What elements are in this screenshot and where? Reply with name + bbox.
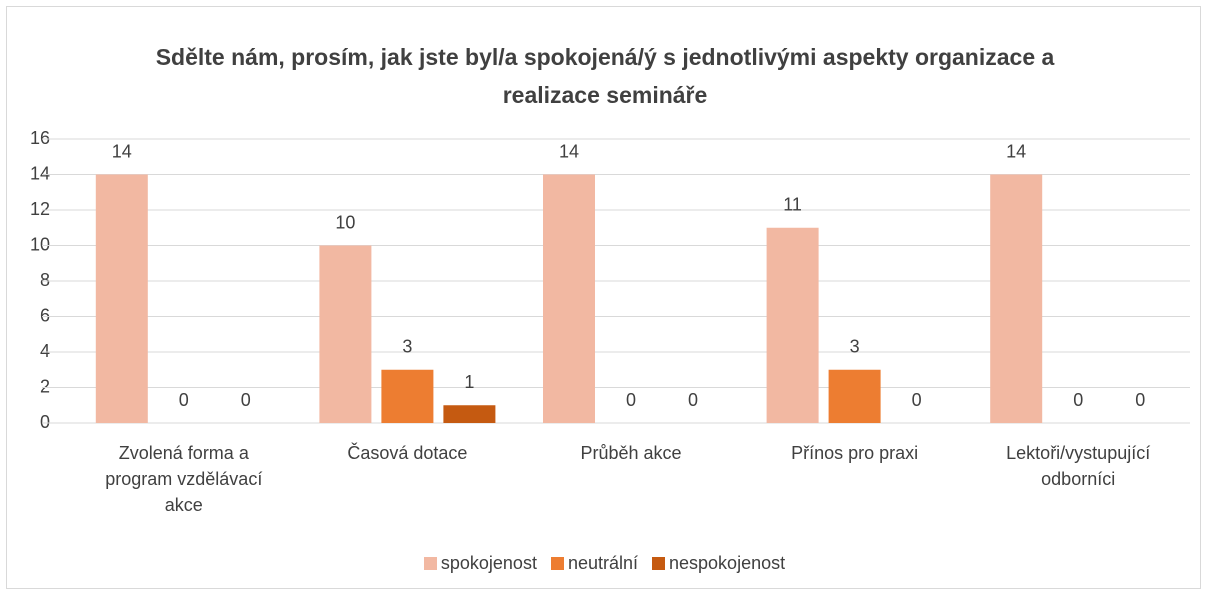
- legend-item: neutrální: [550, 553, 639, 574]
- bar: [319, 245, 372, 423]
- legend-label: spokojenost: [440, 553, 537, 573]
- legend-swatch: [550, 557, 564, 570]
- data-label: 14: [112, 141, 132, 161]
- y-tick-label: 0: [40, 412, 50, 432]
- bar: [828, 369, 881, 423]
- y-tick-label: 2: [40, 376, 50, 396]
- bar: [95, 174, 148, 423]
- y-tick-label: 14: [30, 163, 50, 183]
- data-label: 0: [1073, 390, 1083, 410]
- data-label: 14: [1006, 141, 1026, 161]
- data-label: 0: [626, 390, 636, 410]
- data-label: 3: [402, 337, 412, 357]
- bar: [990, 174, 1043, 423]
- y-tick-label: 16: [30, 128, 50, 148]
- data-label: 0: [912, 390, 922, 410]
- chart-title: Sdělte nám, prosím, jak jste byl/a spoko…: [155, 44, 1055, 108]
- y-tick-label: 8: [40, 270, 50, 290]
- x-tick-label: Lektoři/vystupující odborníci: [1006, 443, 1151, 489]
- y-tick-label: 10: [30, 234, 50, 254]
- data-label: 1: [464, 372, 474, 392]
- data-label: 11: [783, 195, 802, 215]
- bar: [381, 369, 434, 423]
- y-tick-label: 6: [40, 305, 50, 325]
- data-label: 14: [559, 141, 579, 161]
- x-tick-label: Průběh akce: [580, 443, 682, 463]
- data-label: 3: [850, 337, 860, 357]
- x-tick-label: Časová dotace: [347, 443, 468, 463]
- legend-item: spokojenost: [423, 553, 537, 574]
- legend-swatch: [652, 557, 666, 570]
- data-label: 0: [241, 390, 251, 410]
- data-label: 0: [179, 390, 189, 410]
- legend-swatch: [423, 557, 437, 570]
- x-tick-label: Přínos pro praxi: [791, 443, 919, 463]
- bar: [766, 227, 819, 423]
- legend-item: nespokojenost: [652, 553, 785, 574]
- legend-label: neutrální: [567, 553, 639, 573]
- legend: spokojenost neutrální nespokojenost: [0, 553, 1209, 574]
- y-tick-label: 12: [30, 199, 50, 219]
- data-label: 0: [1135, 390, 1145, 410]
- chart-frame: [6, 6, 1201, 589]
- data-label: 0: [688, 390, 698, 410]
- y-tick-label: 4: [40, 341, 50, 361]
- bar: [543, 174, 595, 423]
- x-tick-label: Zvolená forma a program vzdělávací akce: [105, 443, 263, 515]
- data-label: 10: [335, 212, 355, 232]
- bar: [443, 405, 496, 423]
- legend-label: nespokojenost: [669, 553, 786, 573]
